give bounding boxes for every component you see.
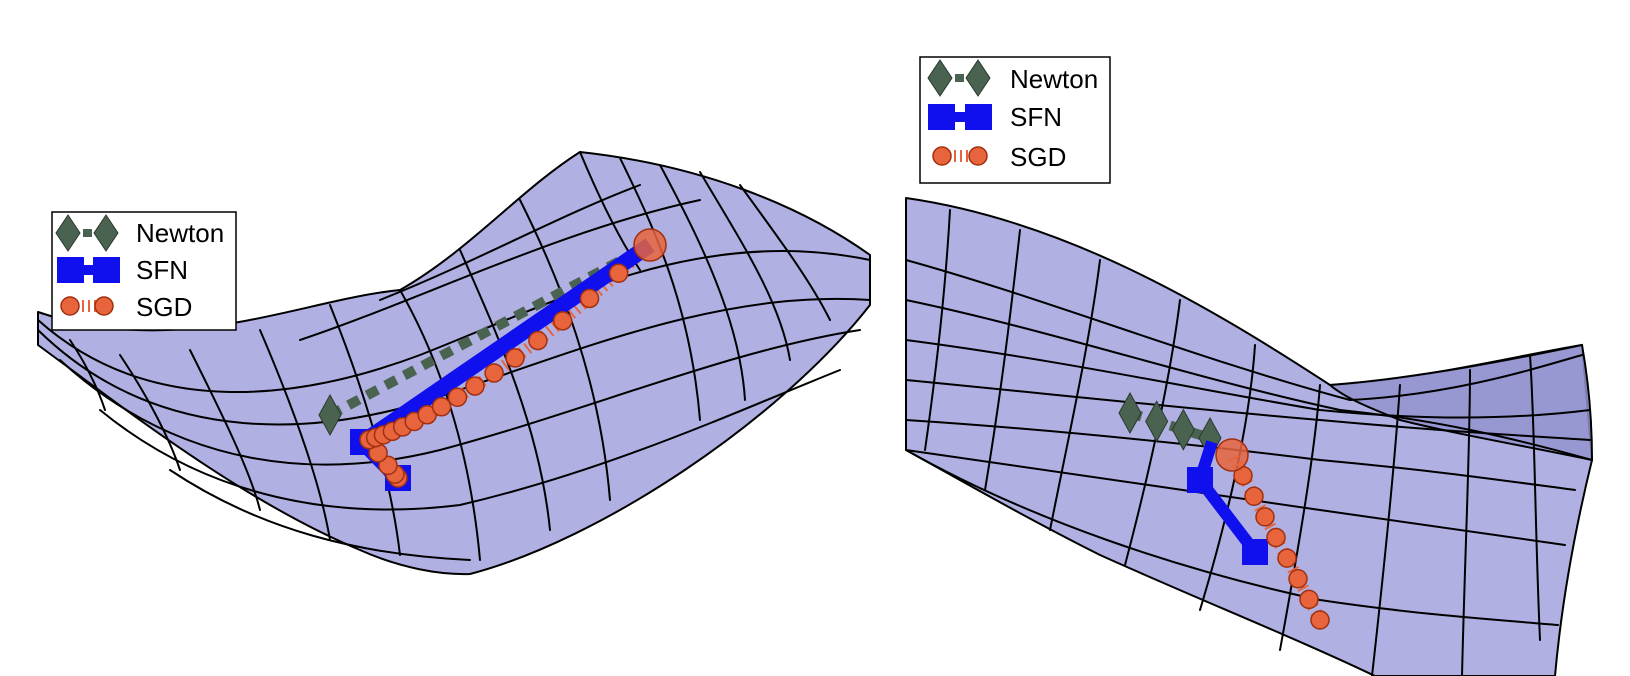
newton-marker-1-0	[1118, 391, 1142, 435]
left-mesh-tr-5	[739, 184, 831, 321]
right-mesh-tr-1	[924, 209, 951, 451]
left-trajectories	[318, 228, 667, 491]
left-legend-newton: Newton	[136, 218, 224, 248]
sgd-marker-1-1	[1299, 589, 1319, 610]
right-mesh-long-7	[905, 449, 1559, 626]
right-mesh-long-5	[905, 419, 1576, 491]
left-legend: Newton SFN SGD	[51, 211, 237, 331]
left-legend-sgd-key	[60, 296, 114, 316]
sgd-marker-0-11	[431, 397, 452, 417]
right-mesh-tr-2	[984, 229, 1021, 491]
right-mesh-tr-6	[1279, 384, 1321, 651]
left-legend-sfn-key	[57, 257, 120, 283]
left-legend-sgd: SGD	[136, 292, 192, 322]
left-mesh-tr-8	[399, 289, 481, 561]
sgd-marker-0-13	[465, 376, 485, 396]
left-mesh-long-4	[99, 369, 841, 511]
sgd-marker-1-2	[1288, 569, 1308, 589]
right-surface	[905, 197, 1593, 676]
right-legend-sgd: SGD	[1010, 142, 1066, 172]
sfn-marker-1-1	[1187, 467, 1213, 493]
sgd-marker-0-15	[505, 348, 525, 368]
right-legend-sfn-key	[928, 104, 992, 130]
sgd-marker-0-18	[579, 288, 600, 309]
left-mesh-tr-7	[459, 249, 551, 531]
sgd-marker-1-0	[1310, 610, 1330, 630]
sgd-marker-0-14	[484, 363, 504, 383]
right-mesh-long-4	[905, 379, 1591, 441]
right-mesh-long-6	[905, 449, 1566, 546]
left-mesh-tr-10	[259, 329, 331, 541]
right-legend-sgd-key	[932, 146, 988, 166]
sfn-marker-1-0	[1242, 539, 1268, 565]
left-mesh-tr-12	[119, 354, 181, 471]
right-mesh-tr-3	[1049, 259, 1101, 531]
sgd-marker-1-6	[1244, 486, 1264, 506]
right-mesh-long-1	[905, 259, 1583, 402]
left-mesh-tr-11	[189, 349, 261, 511]
right-legend-sfn: SFN	[1010, 102, 1062, 132]
sgd-marker-1-4	[1266, 527, 1286, 548]
sgd-marker-0-16	[528, 330, 548, 351]
right-legend: Newton SFN SGD	[919, 56, 1111, 184]
sgd-marker-0-12	[447, 387, 468, 408]
left-mesh-long-3	[59, 329, 861, 466]
left-mesh-tr-4	[699, 171, 791, 361]
newton-marker-0-0	[318, 393, 342, 437]
left-mesh-long-1	[37, 250, 871, 394]
sgd-marker-1-8	[1215, 438, 1249, 472]
right-mesh-long-3	[905, 339, 1591, 419]
newton-marker-1-1	[1145, 400, 1169, 443]
sgd-marker-0-20	[633, 228, 667, 262]
left-mesh-long-7	[379, 184, 641, 301]
left-mesh-long-6	[299, 199, 701, 341]
right-panel: Newton SFN SGD	[905, 56, 1594, 676]
right-legend-newton-key	[927, 59, 991, 97]
sgd-marker-1-5	[1255, 507, 1275, 527]
newton-path-1	[1128, 408, 1212, 443]
left-mesh-tr-6	[519, 199, 611, 501]
left-mesh-tr-13	[69, 339, 106, 411]
right-trajectories	[1118, 391, 1330, 630]
newton-marker-1-2	[1171, 408, 1195, 451]
left-mesh-tr-2	[619, 157, 701, 421]
left-panel: Newton SFN SGD	[37, 151, 871, 576]
right-mesh-tr-9	[1529, 354, 1541, 641]
right-legend-newton: Newton	[1010, 64, 1098, 94]
right-mesh-long-2	[905, 299, 1593, 461]
right-mesh-tr-8	[1461, 369, 1471, 676]
left-legend-sfn: SFN	[136, 255, 188, 285]
left-legend-newton-key	[55, 214, 119, 252]
right-mesh-tr-7	[1371, 384, 1401, 676]
left-mesh-tr-3	[659, 164, 746, 401]
left-mesh-long-5	[169, 469, 471, 561]
sgd-marker-1-3	[1277, 548, 1297, 568]
sgd-marker-0-19	[608, 263, 629, 284]
sgd-marker-0-17	[552, 311, 573, 331]
